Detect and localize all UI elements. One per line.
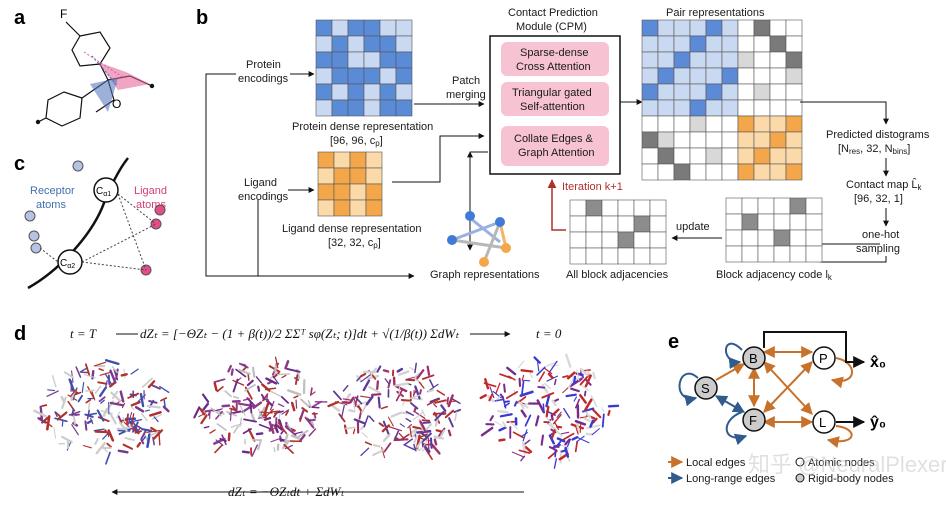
t-start-label: t = T — [70, 326, 97, 341]
panel-letter-e: e — [668, 331, 679, 353]
distogram-label: Predicted distograms — [826, 129, 930, 141]
protein-dense-label: Protein dense representation — [292, 121, 433, 133]
node-l: L — [819, 415, 826, 430]
iteration-label: Iteration k+1 — [562, 181, 623, 193]
forward-sde: dZₜ = [−ΘZₜ − (1 + β(t))/2 ΣΣᵀ sφ(Zₜ; t)… — [140, 326, 460, 341]
ligand-dense-shape: [32, 32, cp] — [328, 237, 381, 250]
graph-representations-label: Graph representations — [430, 269, 540, 281]
protein-encodings-label-2: encodings — [238, 73, 289, 85]
node-s: S — [701, 381, 710, 396]
protein-dense-grid — [316, 20, 412, 116]
svg-text:Cross Attention: Cross Attention — [516, 61, 591, 73]
node-p: P — [819, 351, 828, 366]
ligand-encodings-label-2: encodings — [238, 191, 289, 203]
cpm-block-1: Sparse-dense Cross Attention — [501, 42, 609, 76]
receptor-label-1: Receptor — [30, 185, 75, 197]
svg-text:Triangular gated: Triangular gated — [512, 87, 592, 99]
contact-illustration: Receptor atoms Ligand atoms Cα1 Cα2 — [25, 158, 167, 288]
one-hot-label-2: sampling — [856, 243, 900, 255]
contact-map-label: Contact map L̂k — [846, 177, 923, 192]
graph-representation-icon — [447, 211, 511, 267]
svg-text:Sparse-dense: Sparse-dense — [520, 47, 589, 59]
molecule-illustration: F O — [36, 7, 154, 126]
node-f: F — [749, 413, 757, 428]
block-adjacency-label: Block adjacency code lk — [716, 269, 833, 282]
pair-representation-grid — [642, 20, 802, 180]
panel-letter-a: a — [14, 7, 26, 29]
oxygen-label: O — [112, 97, 121, 111]
one-hot-label-1: one-hot — [862, 229, 899, 241]
legend-local-edges: Local edges — [686, 457, 746, 469]
ligand-encodings-label-1: Ligand — [244, 177, 277, 189]
panel-letter-d: d — [14, 323, 26, 345]
protein-encodings-label-1: Protein — [246, 59, 281, 71]
contact-map-shape: [96, 32, 1] — [854, 193, 903, 205]
svg-text:Self-attention: Self-attention — [520, 101, 585, 113]
all-block-adjacencies-grid — [570, 200, 666, 264]
panel-letter-c: c — [14, 153, 25, 175]
block-adjacency-code-grid — [726, 198, 822, 262]
update-label: update — [676, 221, 710, 233]
output-y0: ŷ₀ — [870, 414, 886, 431]
panel-letter-b: b — [196, 7, 208, 29]
node-b: B — [749, 351, 758, 366]
cpm-title-1: Contact Prediction — [508, 7, 598, 19]
cpm-block-2: Triangular gated Self-attention — [501, 82, 609, 116]
reverse-sde: dZₜ = −ΘZₜdt + ΣdWₜ — [228, 484, 345, 499]
pair-representations-label: Pair representations — [666, 7, 765, 19]
watermark: 知乎 @NeuralPlexer — [748, 452, 946, 477]
protein-dense-shape: [96, 96, cp] — [330, 135, 383, 148]
t-end-label: t = 0 — [536, 326, 562, 341]
ligand-dense-grid — [318, 152, 382, 216]
all-block-adjacencies-label: All block adjacencies — [566, 269, 669, 281]
patch-merging-label-1: Patch — [452, 75, 480, 87]
cpm-title-2: Module (CPM) — [516, 21, 587, 33]
fluorine-label: F — [60, 7, 67, 21]
receptor-label-2: atoms — [36, 199, 66, 211]
output-x0: x̂₀ — [870, 354, 886, 371]
ligand-dense-label: Ligand dense representation — [282, 223, 421, 235]
ligand-label-1: Ligand — [134, 185, 167, 197]
protein-structure-renders — [34, 355, 618, 469]
distogram-shape: [Nres, 32, Nbins] — [838, 143, 910, 156]
patch-merging-label-2: merging — [446, 89, 486, 101]
svg-text:Collate Edges &: Collate Edges & — [514, 133, 594, 145]
svg-text:Graph Attention: Graph Attention — [518, 147, 594, 159]
cpm-block-3: Collate Edges & Graph Attention — [501, 126, 609, 166]
